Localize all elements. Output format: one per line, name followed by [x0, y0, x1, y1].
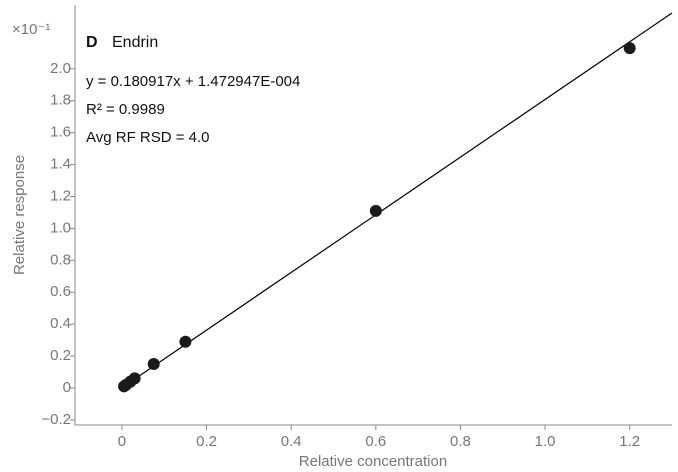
- y-tick-label: 0.4: [50, 315, 71, 332]
- y-tick-label: 1.8: [50, 92, 71, 109]
- y-tick-label: 0.2: [50, 347, 71, 364]
- data-point: [147, 358, 160, 371]
- x-tick-label: 0.4: [281, 433, 302, 450]
- y-tick-label: 1.6: [50, 124, 71, 141]
- y-multiplier: ×10⁻¹: [12, 21, 50, 38]
- y-tick-label: 1.2: [50, 187, 71, 204]
- y-tick-label: 2.0: [50, 60, 71, 77]
- x-axis-label: Relative concentration: [299, 453, 447, 470]
- annotation: Avg RF RSD = 4.0: [86, 129, 210, 146]
- annotation: R² = 0.9989: [86, 101, 165, 118]
- x-tick-label: 0.2: [196, 433, 217, 450]
- x-tick-label: 1.2: [619, 433, 640, 450]
- y-tick-label: −0.2: [41, 411, 71, 428]
- panel-label: D: [86, 34, 98, 51]
- y-tick-label: 0.6: [50, 283, 71, 300]
- annotation: y = 0.180917x + 1.472947E-004: [86, 73, 300, 90]
- y-tick-label: 0: [63, 379, 71, 396]
- y-tick-label: 1.0: [50, 219, 71, 236]
- data-point: [623, 42, 636, 55]
- x-tick-label: 0.8: [450, 433, 471, 450]
- chart-title: Endrin: [112, 34, 158, 51]
- y-tick-label: 0.8: [50, 251, 71, 268]
- data-point: [128, 372, 141, 385]
- x-tick-label: 0.6: [365, 433, 386, 450]
- y-axis-label: Relative response: [11, 155, 28, 275]
- x-tick-label: 0: [118, 433, 126, 450]
- data-point: [369, 204, 382, 217]
- fit-line: [121, 12, 673, 389]
- y-tick-label: 1.4: [50, 156, 71, 173]
- data-point: [179, 335, 192, 348]
- x-tick-label: 1.0: [535, 433, 556, 450]
